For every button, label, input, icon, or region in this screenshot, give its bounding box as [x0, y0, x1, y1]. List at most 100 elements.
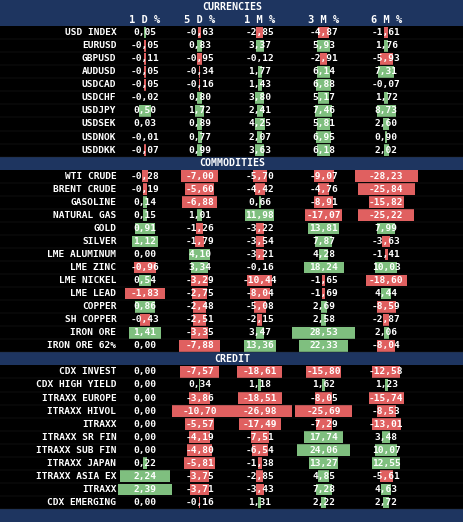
Text: LME NICKEL: LME NICKEL — [59, 276, 116, 285]
Bar — [194, 105, 204, 117]
Bar — [197, 131, 201, 143]
Text: -9,07: -9,07 — [309, 172, 337, 181]
Text: 4,10: 4,10 — [188, 250, 211, 259]
Bar — [132, 235, 157, 247]
Text: 13,81: 13,81 — [309, 224, 337, 233]
Bar — [384, 131, 387, 143]
Bar — [196, 209, 202, 221]
Bar — [0, 0, 463, 13]
Text: ITRAXX: ITRAXX — [82, 485, 116, 494]
Bar — [314, 235, 332, 247]
Text: 3,34: 3,34 — [188, 263, 211, 272]
Bar — [317, 92, 329, 104]
Bar — [0, 418, 463, 431]
Text: 0,89: 0,89 — [188, 120, 211, 128]
Bar — [315, 131, 331, 143]
Text: -25,84: -25,84 — [368, 185, 403, 194]
Bar — [144, 79, 145, 91]
Text: 0,90: 0,90 — [374, 133, 397, 141]
Text: 7,87: 7,87 — [312, 237, 334, 246]
Bar — [134, 262, 156, 274]
Text: -5,57: -5,57 — [185, 420, 213, 429]
Bar — [321, 288, 325, 300]
Text: 1 D %: 1 D % — [129, 15, 160, 25]
Bar — [304, 431, 342, 443]
Text: -7,00: -7,00 — [185, 172, 213, 181]
Text: 7,46: 7,46 — [312, 106, 334, 115]
Text: -1,69: -1,69 — [309, 289, 337, 298]
Text: 2,06: 2,06 — [374, 328, 397, 337]
Text: -2,91: -2,91 — [309, 54, 337, 63]
Text: -3,35: -3,35 — [185, 328, 213, 337]
Text: 0,00: 0,00 — [133, 407, 156, 416]
Bar — [254, 183, 264, 195]
Text: 1,18: 1,18 — [248, 381, 271, 389]
Bar — [197, 40, 201, 52]
Text: -4,87: -4,87 — [309, 28, 337, 37]
Text: -6,88: -6,88 — [185, 198, 213, 207]
Text: -0,63: -0,63 — [185, 28, 213, 37]
Text: EURUSD: EURUSD — [82, 41, 116, 50]
Text: USDNOK: USDNOK — [82, 133, 116, 141]
Text: 18,24: 18,24 — [309, 263, 337, 272]
Text: -0,19: -0,19 — [131, 185, 159, 194]
Text: -3,22: -3,22 — [245, 224, 274, 233]
Text: -0,02: -0,02 — [131, 93, 159, 102]
Bar — [354, 170, 417, 182]
Text: 3,37: 3,37 — [248, 41, 271, 50]
Bar — [376, 105, 395, 117]
Bar — [0, 52, 463, 65]
Bar — [376, 340, 394, 352]
Bar — [304, 209, 342, 221]
Text: 1,01: 1,01 — [188, 211, 211, 220]
Bar — [0, 365, 463, 378]
Text: 24,06: 24,06 — [309, 446, 337, 455]
Text: 12,55: 12,55 — [371, 459, 400, 468]
Bar — [320, 53, 326, 65]
Bar — [0, 39, 463, 52]
Text: -3,71: -3,71 — [185, 485, 213, 494]
Bar — [144, 66, 145, 78]
Bar — [179, 340, 219, 352]
Text: -3,75: -3,75 — [185, 472, 213, 481]
Text: -1,38: -1,38 — [245, 459, 274, 468]
Text: 0,00: 0,00 — [133, 420, 156, 429]
Bar — [189, 470, 209, 482]
Text: -2,51: -2,51 — [185, 315, 213, 324]
Bar — [384, 379, 387, 391]
Text: -0,01: -0,01 — [131, 133, 159, 141]
Bar — [135, 301, 154, 313]
Bar — [320, 496, 325, 508]
Bar — [257, 66, 262, 78]
Bar — [135, 222, 155, 234]
Bar — [0, 326, 463, 339]
Bar — [0, 339, 463, 352]
Bar — [383, 327, 388, 339]
Text: -0,07: -0,07 — [131, 146, 159, 155]
Text: 2,39: 2,39 — [133, 485, 156, 494]
Bar — [139, 275, 150, 287]
Bar — [192, 288, 206, 300]
Bar — [180, 366, 219, 378]
Text: -0,12: -0,12 — [245, 54, 274, 63]
Bar — [256, 248, 263, 260]
Bar — [315, 105, 331, 117]
Text: 2,72: 2,72 — [374, 498, 397, 507]
Text: NATURAL GAS: NATURAL GAS — [53, 211, 116, 220]
Text: USDCHF: USDCHF — [82, 93, 116, 102]
Bar — [185, 418, 213, 430]
Bar — [0, 65, 463, 78]
Text: 2,69: 2,69 — [312, 302, 334, 311]
Bar — [376, 222, 394, 234]
Text: -17,49: -17,49 — [242, 420, 276, 429]
Bar — [255, 144, 263, 156]
Bar — [384, 27, 387, 39]
Bar — [0, 392, 463, 405]
Text: GOLD: GOLD — [93, 224, 116, 233]
Bar — [299, 340, 347, 352]
Bar — [258, 379, 261, 391]
Bar — [382, 118, 388, 130]
Text: -15,80: -15,80 — [306, 367, 340, 376]
Text: 1,72: 1,72 — [374, 93, 397, 102]
Bar — [374, 444, 397, 456]
